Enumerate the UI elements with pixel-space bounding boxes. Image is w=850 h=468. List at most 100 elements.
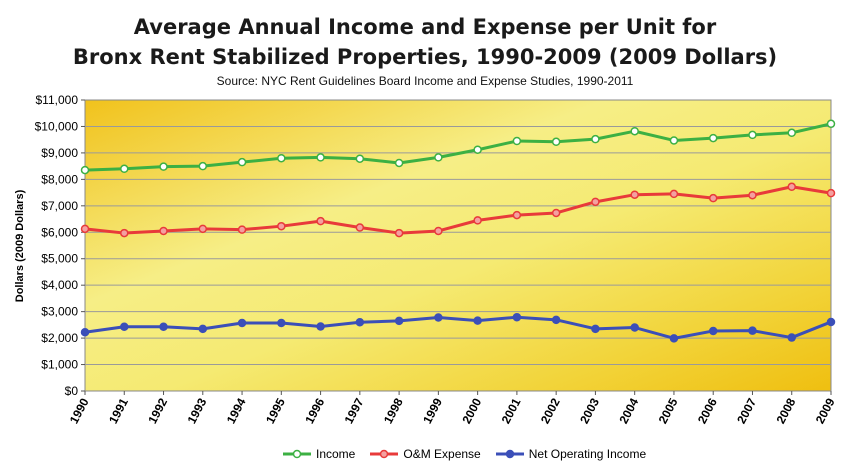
- data-point-net-operating-income: [512, 312, 522, 322]
- data-point-net-operating-income: [591, 324, 600, 334]
- y-tick-label: $3,000: [41, 305, 78, 319]
- x-tick-label: 1994: [224, 396, 249, 426]
- legend-swatch: [283, 449, 311, 459]
- data-point-income: [434, 153, 443, 162]
- y-tick-label: $1,000: [41, 358, 78, 372]
- y-tick-label: $8,000: [41, 172, 78, 186]
- data-point-income: [80, 165, 90, 175]
- data-point-o-m-expense: [394, 228, 404, 238]
- data-point-o-m-expense: [630, 190, 639, 199]
- data-point-income: [473, 145, 482, 154]
- x-tick-label: 1996: [302, 396, 327, 426]
- chart-title-line-2: Bronx Rent Stabilized Properties, 1990-2…: [72, 45, 778, 69]
- y-tick-label: $7,000: [41, 199, 78, 213]
- x-tick-label: 2006: [695, 396, 720, 426]
- legend-item-o-m-expense: O&M Expense: [369, 447, 481, 461]
- data-point-income: [591, 134, 600, 144]
- data-point-net-operating-income: [394, 316, 404, 326]
- data-point-o-m-expense: [159, 226, 168, 236]
- x-tick-label: 2001: [499, 396, 524, 426]
- x-tick-label: 2009: [813, 396, 838, 426]
- x-tick-label: 2004: [616, 396, 641, 426]
- legend-label: Net Operating Income: [528, 447, 647, 461]
- data-point-income: [394, 158, 404, 168]
- x-tick-label: 2002: [538, 396, 563, 426]
- x-tick-label: 1993: [185, 396, 210, 426]
- data-point-net-operating-income: [316, 322, 325, 331]
- data-point-net-operating-income: [748, 326, 757, 335]
- x-tick-label: 1998: [381, 396, 406, 426]
- legend-swatch: [370, 449, 399, 459]
- data-point-income: [355, 154, 365, 163]
- x-tick-label: 1997: [342, 396, 367, 426]
- y-tick-label: $4,000: [41, 278, 78, 292]
- data-point-net-operating-income: [669, 334, 679, 343]
- series-line-net-operating-income: [84, 315, 832, 340]
- data-point-o-m-expense: [434, 226, 443, 236]
- data-point-net-operating-income: [551, 315, 561, 325]
- data-point-net-operating-income: [473, 316, 482, 325]
- legend-label: Income: [316, 447, 356, 461]
- data-point-income: [551, 137, 561, 147]
- data-point-o-m-expense: [826, 188, 836, 198]
- plot-area: [84, 99, 832, 392]
- data-point-o-m-expense: [237, 225, 247, 234]
- data-point-income: [826, 119, 836, 129]
- data-point-o-m-expense: [591, 197, 600, 207]
- data-point-income: [512, 136, 522, 146]
- y-axis-label: Dollars (2009 Dollars): [14, 189, 26, 302]
- data-point-net-operating-income: [630, 323, 639, 332]
- data-point-income: [748, 130, 757, 140]
- chart-subtitle: Source: NYC Rent Guidelines Board Income…: [216, 74, 634, 88]
- data-point-income: [198, 161, 208, 171]
- data-point-net-operating-income: [434, 313, 443, 322]
- data-point-net-operating-income: [159, 322, 168, 331]
- data-point-net-operating-income: [826, 317, 836, 327]
- y-tick-label: $6,000: [41, 225, 78, 239]
- data-point-net-operating-income: [787, 333, 796, 342]
- x-tick-label: 2000: [459, 396, 484, 426]
- x-tick-label: 1995: [263, 396, 288, 426]
- y-tick-label: $11,000: [36, 93, 79, 107]
- data-point-o-m-expense: [198, 224, 208, 234]
- y-tick-label: $0: [65, 384, 79, 398]
- data-point-o-m-expense: [473, 216, 482, 225]
- chart-title: Average Annual Income and Expense per Un…: [133, 15, 717, 39]
- data-point-o-m-expense: [551, 208, 561, 218]
- legend-swatch: [495, 449, 524, 459]
- x-tick-label: 2003: [577, 396, 602, 426]
- x-tick-label: 2005: [656, 396, 681, 426]
- data-point-income: [277, 153, 286, 163]
- y-tick-label: $2,000: [41, 331, 78, 345]
- y-tick-label: $10,000: [35, 119, 79, 133]
- data-point-net-operating-income: [708, 326, 718, 336]
- data-point-net-operating-income: [80, 328, 90, 337]
- series-line-income: [84, 122, 832, 172]
- legend-item-net-operating-income: Net Operating Income: [495, 447, 646, 461]
- data-point-income: [159, 162, 168, 171]
- data-point-net-operating-income: [198, 324, 208, 334]
- data-point-income: [787, 128, 796, 138]
- x-tick-label: 2007: [734, 396, 759, 426]
- x-tick-label: 1999: [420, 396, 445, 426]
- data-point-o-m-expense: [512, 210, 522, 220]
- y-tick-label: $5,000: [41, 252, 78, 266]
- data-point-net-operating-income: [120, 322, 129, 331]
- data-point-income: [237, 157, 247, 167]
- data-point-o-m-expense: [120, 228, 129, 238]
- legend: Income O&M Expense Net Operating Income: [282, 444, 646, 464]
- y-tick-label: $9,000: [41, 146, 78, 160]
- data-point-o-m-expense: [316, 216, 325, 226]
- data-point-income: [630, 126, 639, 136]
- x-tick-label: 1991: [106, 396, 131, 426]
- data-point-net-operating-income: [277, 318, 286, 328]
- data-point-o-m-expense: [708, 193, 718, 203]
- data-point-income: [120, 164, 129, 174]
- data-point-income: [708, 133, 718, 143]
- data-point-income: [669, 136, 679, 145]
- data-point-o-m-expense: [787, 182, 796, 192]
- data-point-o-m-expense: [748, 190, 757, 200]
- series-line-o-m-expense: [84, 185, 832, 235]
- data-point-net-operating-income: [355, 317, 365, 327]
